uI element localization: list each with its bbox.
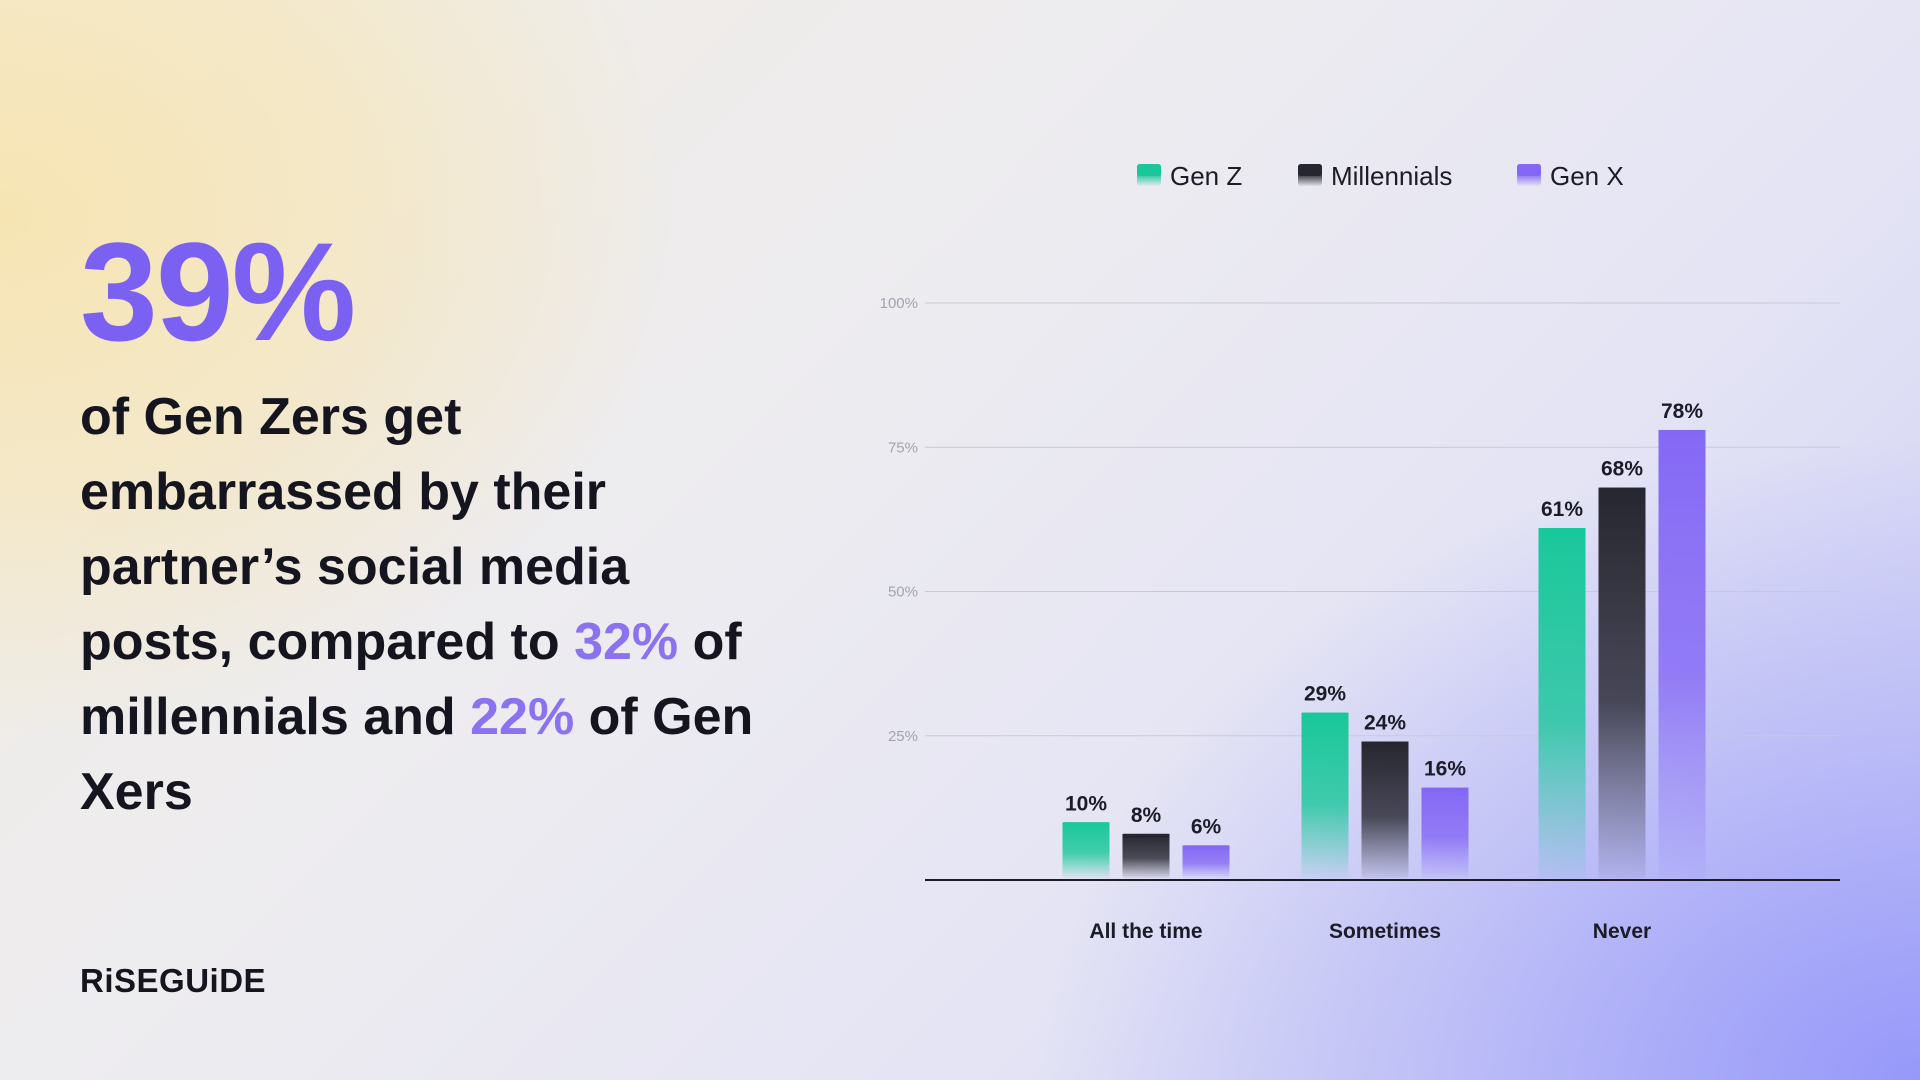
chart-bars	[1062, 429, 1706, 878]
bar-value-label: 68%	[1601, 458, 1643, 481]
headline-text: of Gen Zers get embarrassed by their par…	[80, 380, 780, 830]
y-tick-label: 75%	[888, 439, 918, 456]
x-category-label: Never	[1593, 920, 1651, 943]
bar-cap	[1122, 833, 1170, 838]
bar	[1182, 845, 1230, 878]
bar	[1361, 741, 1409, 878]
bar-cap	[1658, 429, 1706, 434]
chart-labels: 25% 50% 75% 100% 10% 29% 61% 8% 24% 68% 6% 16% 78% Al…	[880, 295, 1704, 943]
legend-label: Millennials	[1331, 161, 1452, 191]
bar-value-label: 6%	[1191, 815, 1222, 838]
legend-swatch-top	[1137, 164, 1161, 176]
bar-value-label: 24%	[1364, 712, 1406, 735]
y-tick-label: 25%	[888, 728, 918, 745]
bar	[1658, 429, 1706, 878]
bar-cap	[1421, 787, 1469, 792]
bar	[1122, 833, 1170, 878]
headline-text-part1: of Gen Zers get embarrassed by their par…	[80, 388, 630, 671]
bar-cap	[1182, 845, 1230, 850]
legend-swatch-top	[1298, 164, 1322, 176]
bar-cap	[1361, 741, 1409, 746]
bar	[1062, 822, 1110, 878]
x-category-label: Sometimes	[1329, 920, 1441, 943]
bar	[1301, 712, 1349, 878]
chart-legend: Gen Z Millennials Gen X	[1137, 161, 1624, 191]
y-tick-label: 50%	[888, 584, 918, 601]
bar	[1538, 528, 1586, 878]
x-category-label: All the time	[1089, 920, 1202, 943]
bar-value-label: 78%	[1661, 400, 1703, 423]
legend-label: Gen X	[1550, 161, 1624, 191]
headline-text-part2: of millennials and	[80, 613, 742, 746]
bar-value-label: 10%	[1065, 792, 1107, 815]
bar	[1421, 787, 1469, 878]
bar-value-label: 16%	[1424, 758, 1466, 781]
highlight-millennials-stat: 32%	[574, 613, 679, 671]
bar-cap	[1301, 712, 1349, 717]
bar-value-label: 29%	[1304, 683, 1346, 706]
highlight-genx-stat: 22%	[470, 688, 575, 746]
brand-logo: RiSEGUiDE	[80, 962, 267, 999]
legend-label: Gen Z	[1170, 161, 1242, 191]
bar-value-label: 8%	[1131, 804, 1162, 827]
headline-stat: 39%	[80, 213, 356, 370]
y-tick-label: 100%	[880, 295, 918, 312]
bar-cap	[1538, 528, 1586, 533]
bar	[1598, 487, 1646, 878]
legend-swatch-top	[1517, 164, 1541, 176]
bar-value-label: 61%	[1541, 498, 1583, 521]
bar-cap	[1598, 487, 1646, 492]
bar-cap	[1062, 822, 1110, 827]
headline-text-part3: of Gen Xers	[80, 688, 754, 821]
